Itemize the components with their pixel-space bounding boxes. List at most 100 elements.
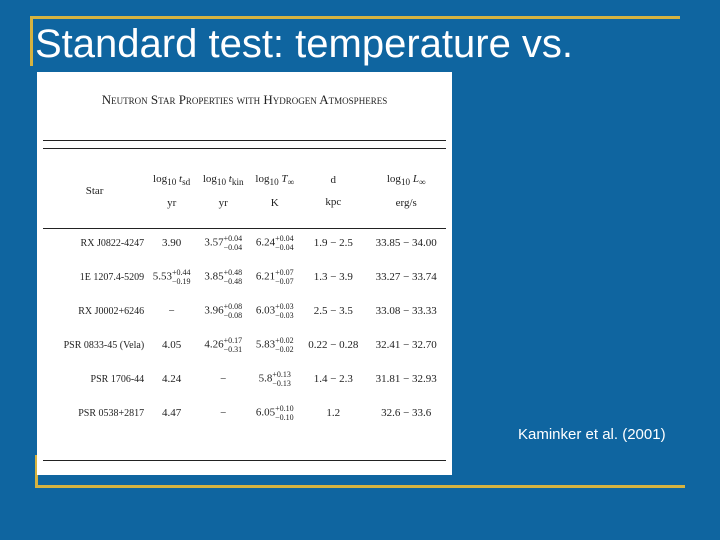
cell-value: 32.41 − 32.70 <box>375 339 437 351</box>
cell-value: 3.57 <box>204 236 224 249</box>
table-cell: 5.8 +0.13 −0.13 <box>249 362 300 396</box>
rule <box>43 460 446 461</box>
star-name: RX J0822-4247 <box>80 237 145 249</box>
error-minus: −0.02 <box>275 345 294 354</box>
table-cell: 33.27 − 33.74 <box>366 260 446 294</box>
cell-value: 5.83 <box>255 338 276 351</box>
caption: Kaminker et al. (2001) <box>518 426 666 443</box>
error-minus: −0.04 <box>223 243 243 252</box>
error-minus: −0.48 <box>223 277 243 286</box>
header-unit: kpc <box>325 196 342 208</box>
cell-value: − <box>220 407 227 419</box>
table-cell: − <box>146 294 197 328</box>
cell-value: 32.6 − 33.6 <box>381 407 432 419</box>
error-range: +0.44 −0.19 <box>172 268 191 286</box>
cell-value: 3.96 <box>204 304 224 317</box>
table-cell: 33.08 − 33.33 <box>366 294 446 328</box>
table-cell: 6.05 +0.10 −0.10 <box>249 396 300 430</box>
cell-value: 6.24 <box>255 236 276 249</box>
table-cell: 33.85 − 34.00 <box>366 226 446 260</box>
cell-value: 3.90 <box>162 237 182 249</box>
table-cell: 4.05 <box>146 328 197 362</box>
table-cell: 3.85 +0.48 −0.48 <box>197 260 249 294</box>
header-sub: sd <box>182 177 191 188</box>
error-plus: +0.04 <box>223 234 243 243</box>
error-range: +0.10 −0.10 <box>275 404 294 422</box>
error-plus: +0.17 <box>223 336 243 345</box>
header-sub: ∞ <box>287 177 295 188</box>
cell-value: 6.05 <box>255 406 276 419</box>
accent-line <box>35 485 685 488</box>
cell-value: 5.8 <box>258 372 273 385</box>
header-var: T <box>281 172 288 185</box>
slide-title: Standard test: temperature vs. <box>35 22 574 66</box>
star-name: PSR 0833-45 (Vela) <box>63 339 145 351</box>
table-cell: 1.4 − 2.3 <box>300 362 366 396</box>
star-name: 1E 1207.4-5209 <box>79 271 145 283</box>
table-cell: − <box>197 396 249 430</box>
error-minus: −0.10 <box>275 413 294 422</box>
header-unit: yr <box>218 197 228 210</box>
cell-value: 1.2 <box>326 407 341 419</box>
column-header: log10 L∞ erg/s <box>366 156 446 226</box>
header-var: t <box>228 172 232 185</box>
table-row: RX J0822-4247 3.90 3.57 +0.04 −0.04 6.24 +0.04… <box>43 226 446 260</box>
error-plus: +0.02 <box>275 336 294 345</box>
cell-value: 33.85 − 34.00 <box>375 237 437 249</box>
cell-value: − <box>168 305 175 317</box>
table-cell: 3.96 +0.08 −0.08 <box>197 294 249 328</box>
cell-value: 4.24 <box>162 373 182 385</box>
table-row: PSR 0833-45 (Vela) 4.05 4.26 +0.17 −0.31 5.83… <box>43 328 446 362</box>
cell-value: 6.03 <box>255 304 276 317</box>
error-range: +0.02 −0.02 <box>275 336 294 354</box>
cell-value: 2.5 − 3.5 <box>313 305 353 317</box>
cell-value: 0.22 − 0.28 <box>308 339 359 351</box>
cell-value: 1.9 − 2.5 <box>313 237 353 249</box>
column-header: Star <box>43 156 146 226</box>
rule <box>43 148 446 149</box>
table-cell: 6.03 +0.03 −0.03 <box>249 294 300 328</box>
header-text: log <box>153 172 168 185</box>
error-minus: −0.08 <box>223 311 243 320</box>
cell-value: 6.21 <box>255 270 276 283</box>
header-unit: K <box>270 197 279 210</box>
rule <box>43 228 446 229</box>
column-header: log10 T∞ K <box>249 156 300 226</box>
error-range: +0.08 −0.08 <box>224 302 243 320</box>
cell-value: 3.85 <box>204 270 224 283</box>
column-header: log10 tkin yr <box>197 156 249 226</box>
error-range: +0.48 −0.48 <box>224 268 243 286</box>
header-sub: 10 <box>269 177 279 188</box>
table-cell: 1.2 <box>300 396 366 430</box>
error-plus: +0.04 <box>275 234 294 243</box>
table-row: PSR 1706-44 4.24 − 5.8 +0.13 −0.13 1.4 − 2.3 31… <box>43 362 446 396</box>
header-text: log <box>202 172 217 185</box>
header-var: L <box>412 172 419 185</box>
error-minus: −0.03 <box>275 311 294 320</box>
error-minus: −0.19 <box>172 277 191 286</box>
star-name: PSR 1706-44 <box>90 373 145 385</box>
table-cell: 32.6 − 33.6 <box>366 396 446 430</box>
cell-value: 33.08 − 33.33 <box>375 305 437 317</box>
error-minus: −0.31 <box>223 345 243 354</box>
error-range: +0.17 −0.31 <box>224 336 243 354</box>
cell-value: 1.4 − 2.3 <box>313 373 353 385</box>
error-range: +0.04 −0.04 <box>275 234 294 252</box>
table-cell: 3.90 <box>146 226 197 260</box>
cell-value: 1.3 − 3.9 <box>313 271 353 283</box>
table-row: 1E 1207.4-5209 5.53 +0.44 −0.19 3.85 +0.48 −0.… <box>43 260 446 294</box>
error-range: +0.13 −0.13 <box>272 370 291 388</box>
column-header: log10 tsd yr <box>146 156 197 226</box>
error-plus: +0.44 <box>172 268 191 277</box>
table-row: PSR 0538+2817 4.47 − 6.05 +0.10 −0.10 1.2 32.6 … <box>43 396 446 430</box>
header-text: Star <box>85 185 104 197</box>
error-plus: +0.08 <box>223 302 243 311</box>
header-text: log <box>255 172 270 185</box>
table-image: Neutron Star Properties with Hydrogen At… <box>37 72 452 475</box>
header-sub: ∞ <box>418 177 426 188</box>
table-cell: 3.57 +0.04 −0.04 <box>197 226 249 260</box>
error-plus: +0.10 <box>275 404 294 413</box>
error-range: +0.07 −0.07 <box>275 268 294 286</box>
